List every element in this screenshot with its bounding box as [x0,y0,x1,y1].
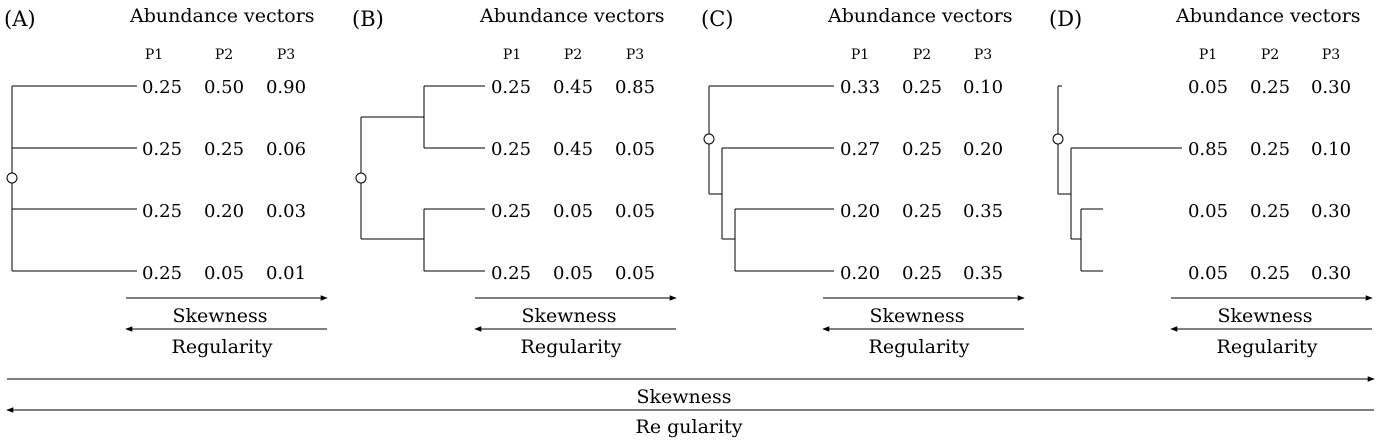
column-header-p2: P2 [1261,47,1279,63]
value-cell: 0.01 [266,263,306,284]
value-cell: 0.45 [553,139,593,160]
value-cell: 0.06 [266,139,306,160]
skewness-label: Skewness [172,305,267,327]
value-cell: 0.25 [1250,77,1290,98]
value-cell: 0.25 [204,139,244,160]
value-cell: 0.50 [204,77,244,98]
column-header-p3: P3 [626,47,644,63]
global-regularity-label: Re gularity [636,416,743,438]
value-cell: 0.20 [963,139,1003,160]
value-cell: 0.35 [963,201,1003,222]
value-cell: 0.25 [491,201,531,222]
panel-title: Abundance vectors [827,5,1013,27]
value-cell: 0.05 [553,263,593,284]
panel-title: Abundance vectors [1175,5,1361,27]
global-skewness-label: Skewness [636,386,731,408]
value-cell: 0.05 [204,263,244,284]
value-cell: 0.25 [491,263,531,284]
value-cell: 0.30 [1311,77,1351,98]
panel-d: (D) Abundance vectors P1 P2 P3 0.05 0.25… [1049,5,1373,358]
value-cell: 0.45 [553,77,593,98]
panel-c: (C) Abundance vectors P1 P2 P3 0.33 0.25… [701,5,1025,358]
root-node [355,172,367,184]
skewness-label: Skewness [869,305,964,327]
panel-letter: (D) [1049,7,1082,31]
global-axis: Skewness Re gularity [6,376,1375,438]
panel-letter: (A) [4,7,36,31]
value-cell: 0.05 [553,201,593,222]
value-cell: 0.25 [491,77,531,98]
value-cell: 0.30 [1311,201,1351,222]
value-cell: 0.05 [615,263,655,284]
value-cell: 0.25 [142,201,182,222]
column-header-p2: P2 [564,47,582,63]
root-node [6,172,18,184]
regularity-label: Regularity [172,336,273,358]
panel-b: (B) Abundance vectors P1 P2 P3 0.25 0.45… [352,5,677,358]
column-header-p3: P3 [1322,47,1340,63]
regularity-label: Regularity [521,336,622,358]
regularity-label: Regularity [1217,336,1318,358]
root-node [1052,133,1064,145]
value-cell: 0.05 [615,139,655,160]
value-cell: 0.27 [840,139,880,160]
value-cell: 0.35 [963,263,1003,284]
column-header-p3: P3 [974,47,992,63]
panel-title: Abundance vectors [129,5,315,27]
value-cell: 0.33 [840,77,880,98]
value-cell: 0.90 [266,77,306,98]
phylogenetic-tree [11,85,137,272]
value-cell: 0.10 [963,77,1003,98]
value-cell: 0.30 [1311,263,1351,284]
skewness-label: Skewness [1217,305,1312,327]
column-header-p3: P3 [277,47,295,63]
skewness-label: Skewness [521,305,616,327]
column-header-p1: P1 [851,47,869,63]
value-cell: 0.25 [142,77,182,98]
value-cell: 0.10 [1311,139,1351,160]
panel-letter: (C) [701,7,733,31]
value-cell: 0.05 [1188,263,1228,284]
value-cell: 0.25 [142,139,182,160]
panel-letter: (B) [352,7,384,31]
value-cell: 0.25 [902,139,942,160]
value-cell: 0.85 [1188,139,1228,160]
value-cell: 0.20 [840,201,880,222]
value-cell: 0.25 [142,263,182,284]
value-cell: 0.25 [902,201,942,222]
value-cell: 0.25 [902,263,942,284]
panel-title: Abundance vectors [479,5,665,27]
column-header-p1: P1 [145,47,163,63]
value-cell: 0.25 [902,77,942,98]
panel-a: (A) Abundance vectors P1 P2 P3 0.25 0.50… [4,5,328,358]
phylogenetic-tree [708,85,834,272]
column-header-p2: P2 [913,47,931,63]
value-cell: 0.05 [1188,201,1228,222]
phylogenetic-tree [360,85,485,272]
value-cell: 0.25 [1250,201,1290,222]
column-header-p1: P1 [1199,47,1217,63]
value-cell: 0.20 [840,263,880,284]
value-cell: 0.25 [491,139,531,160]
column-header-p1: P1 [503,47,521,63]
value-cell: 0.85 [615,77,655,98]
root-node [703,133,715,145]
column-header-p2: P2 [215,47,233,63]
value-cell: 0.25 [1250,139,1290,160]
value-cell: 0.05 [1188,77,1228,98]
value-cell: 0.05 [615,201,655,222]
phylogenetic-tree [1057,85,1182,272]
value-cell: 0.25 [1250,263,1290,284]
value-cell: 0.03 [266,201,306,222]
regularity-label: Regularity [869,336,970,358]
value-cell: 0.20 [204,201,244,222]
